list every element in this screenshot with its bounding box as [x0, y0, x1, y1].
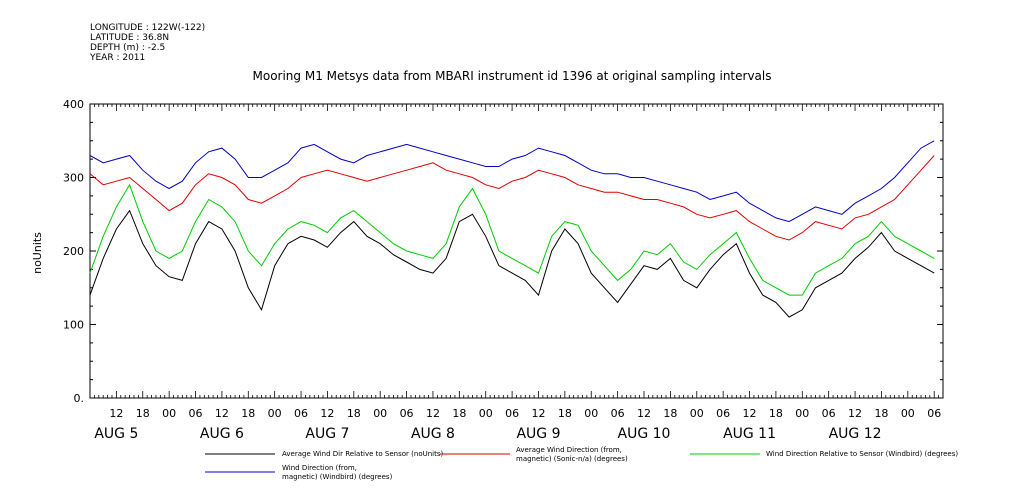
plot-border	[89, 103, 944, 399]
x-hour-label: 12	[637, 407, 651, 420]
x-hour-label: 06	[716, 407, 730, 420]
x-hour-label: 00	[584, 407, 598, 420]
x-hour-label: 06	[927, 407, 941, 420]
x-day-label: AUG 9	[516, 426, 560, 442]
longitude-text: LONGITUDE : 122W(-122)	[90, 23, 205, 33]
x-axis: 12 18 00 06 12 18 00 06 12 18 00 06 12 18 00 06 12 18 00 06…	[89, 104, 944, 442]
legend-label: Wind Direction (from,	[282, 464, 357, 472]
x-hour-label: 18	[241, 407, 255, 420]
y-axis-label: noUnits	[31, 232, 44, 274]
x-hour-label: 00	[690, 407, 704, 420]
x-day-label: AUG 7	[305, 426, 349, 442]
series-line-2	[89, 183, 935, 296]
y-tick-label: 300	[63, 172, 84, 185]
x-day-label: AUG 8	[411, 426, 455, 442]
series-layer	[89, 140, 935, 318]
x-hour-label: 12	[426, 407, 440, 420]
x-hour-label: 06	[189, 407, 203, 420]
series-line-3	[89, 140, 935, 223]
x-day-label: AUG 12	[829, 426, 882, 442]
y-tick-label: 0.	[74, 392, 85, 405]
x-hour-label: 00	[162, 407, 176, 420]
x-hour-label: 06	[611, 407, 625, 420]
series-line-0	[89, 209, 935, 318]
legend: Average Wind Dir Relative to Sensor (noU…	[205, 446, 958, 481]
y-tick-label: 200	[63, 245, 84, 258]
x-day-label: AUG 6	[200, 426, 244, 442]
x-hour-label: 06	[400, 407, 414, 420]
x-day-label: AUG 11	[723, 426, 776, 442]
x-hour-label: 00	[795, 407, 809, 420]
legend-label: magnetic) (Sonic-n/a) (degrees)	[516, 455, 628, 463]
year-text: YEAR : 2011	[89, 53, 145, 63]
latitude-text: LATITUDE : 36.8N	[90, 33, 169, 43]
x-hour-label: 12	[215, 407, 229, 420]
x-hour-label: 12	[320, 407, 334, 420]
metadata-block: LONGITUDE : 122W(-122) LATITUDE : 36.8N …	[89, 23, 205, 63]
chart-title: Mooring M1 Metsys data from MBARI instru…	[253, 69, 772, 83]
x-day-label: AUG 10	[618, 426, 671, 442]
legend-label: Wind Direction Relative to Sensor (Windb…	[766, 450, 958, 458]
x-hour-label: 00	[479, 407, 493, 420]
x-hour-label: 12	[848, 407, 862, 420]
x-day-label: AUG 5	[94, 426, 138, 442]
legend-label: Average Wind Dir Relative to Sensor (noU…	[282, 450, 443, 458]
x-hour-label: 12	[743, 407, 757, 420]
series-line-1	[89, 155, 935, 241]
depth-text: DEPTH (m) : -2.5	[90, 43, 165, 53]
legend-label: magnetic) (Windbird) (degrees)	[282, 473, 393, 481]
x-hour-label: 06	[505, 407, 519, 420]
x-hour-label: 00	[373, 407, 387, 420]
y-axis: 0. 100 200 300 400	[63, 98, 943, 405]
x-hour-label: 18	[452, 407, 466, 420]
legend-label: Average Wind Direction (from,	[516, 446, 622, 454]
x-hour-label: 18	[558, 407, 572, 420]
y-tick-label: 100	[63, 319, 84, 332]
x-hour-label: 18	[347, 407, 361, 420]
x-hour-label: 12	[531, 407, 545, 420]
x-hour-label: 12	[109, 407, 123, 420]
plot-frame	[89, 103, 944, 399]
x-hour-label: 18	[136, 407, 150, 420]
x-hour-label: 18	[663, 407, 677, 420]
x-hour-label: 06	[822, 407, 836, 420]
x-hour-label: 06	[294, 407, 308, 420]
x-hour-label: 18	[874, 407, 888, 420]
y-tick-label: 400	[63, 98, 84, 111]
x-hour-label: 18	[769, 407, 783, 420]
x-hour-label: 00	[901, 407, 915, 420]
x-hour-label: 00	[268, 407, 282, 420]
